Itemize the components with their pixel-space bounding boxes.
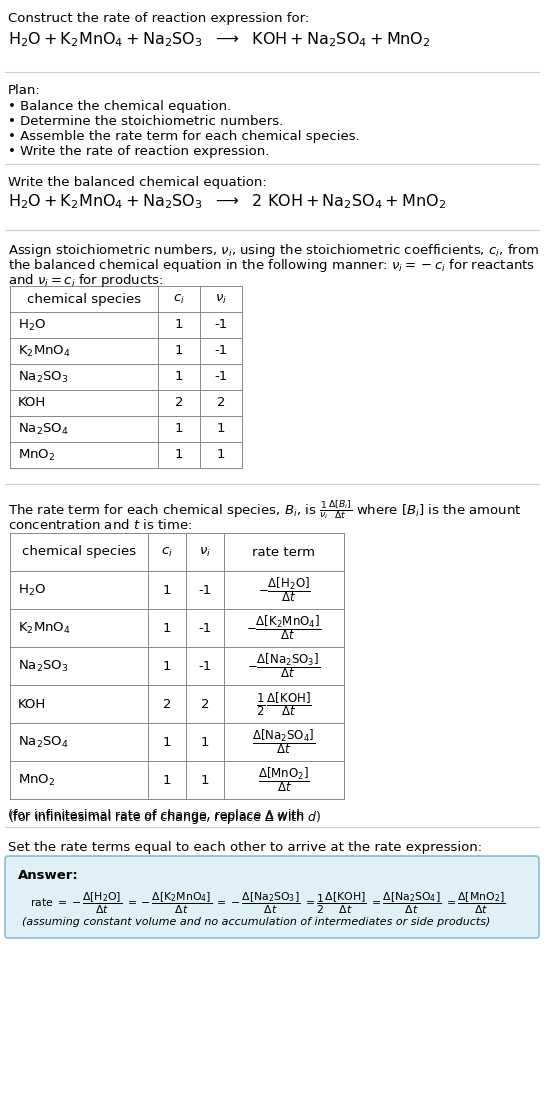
- Text: • Write the rate of reaction expression.: • Write the rate of reaction expression.: [8, 145, 269, 158]
- Text: 1: 1: [175, 318, 183, 331]
- Text: concentration and $t$ is time:: concentration and $t$ is time:: [8, 518, 192, 532]
- Text: 2: 2: [217, 397, 225, 409]
- Text: $-\dfrac{\Delta[\mathrm{H_2O}]}{\Delta t}$: $-\dfrac{\Delta[\mathrm{H_2O}]}{\Delta t…: [257, 576, 311, 605]
- Text: 1: 1: [175, 423, 183, 436]
- Text: -1: -1: [214, 345, 227, 357]
- Text: $c_i$: $c_i$: [173, 292, 185, 306]
- Text: 1: 1: [163, 774, 171, 786]
- Text: (for infinitesimal rate of change, replace $\Delta$ with $d$): (for infinitesimal rate of change, repla…: [8, 810, 321, 826]
- Text: 1: 1: [175, 345, 183, 357]
- Text: $\mathregular{H_2O + K_2MnO_4 + Na_2SO_3}$  $\longrightarrow$  $\mathregular{2\ : $\mathregular{H_2O + K_2MnO_4 + Na_2SO_3…: [8, 192, 446, 210]
- Text: $\dfrac{1}{2}\,\dfrac{\Delta[\mathrm{KOH}]}{\Delta t}$: $\dfrac{1}{2}\,\dfrac{\Delta[\mathrm{KOH…: [256, 691, 312, 718]
- Text: chemical species: chemical species: [22, 546, 136, 558]
- Text: rate $= -\dfrac{\Delta[\mathrm{H_2O}]}{\Delta t}$ $= -\dfrac{\Delta[\mathrm{K_2M: rate $= -\dfrac{\Delta[\mathrm{H_2O}]}{\…: [30, 891, 505, 916]
- Text: 2: 2: [201, 697, 209, 711]
- Text: and $\nu_i = c_i$ for products:: and $\nu_i = c_i$ for products:: [8, 272, 164, 289]
- Text: $\mathregular{K_2MnO_4}$: $\mathregular{K_2MnO_4}$: [18, 620, 71, 636]
- Text: $\mathregular{Na_2SO_3}$: $\mathregular{Na_2SO_3}$: [18, 658, 69, 674]
- Text: 2: 2: [163, 697, 171, 711]
- Text: Construct the rate of reaction expression for:: Construct the rate of reaction expressio…: [8, 12, 309, 24]
- Text: -1: -1: [214, 318, 227, 331]
- Text: 1: 1: [175, 370, 183, 384]
- Text: 1: 1: [201, 735, 209, 748]
- Text: Set the rate terms equal to each other to arrive at the rate expression:: Set the rate terms equal to each other t…: [8, 841, 482, 854]
- Text: $\mathregular{H_2O}$: $\mathregular{H_2O}$: [18, 583, 46, 597]
- Text: 2: 2: [175, 397, 183, 409]
- Text: $-\dfrac{\Delta[\mathrm{Na_2SO_3}]}{\Delta t}$: $-\dfrac{\Delta[\mathrm{Na_2SO_3}]}{\Del…: [248, 652, 320, 681]
- Text: 1: 1: [163, 735, 171, 748]
- Text: $\mathregular{MnO_2}$: $\mathregular{MnO_2}$: [18, 447, 55, 463]
- Text: $\mathregular{K_2MnO_4}$: $\mathregular{K_2MnO_4}$: [18, 344, 71, 358]
- Text: $\mathregular{H_2O}$: $\mathregular{H_2O}$: [18, 317, 46, 332]
- Text: 1: 1: [217, 448, 225, 461]
- Text: KOH: KOH: [18, 397, 46, 409]
- Text: $\nu_i$: $\nu_i$: [199, 546, 211, 558]
- Text: $c_i$: $c_i$: [161, 546, 173, 558]
- Text: rate term: rate term: [252, 546, 316, 558]
- Text: $\mathregular{Na_2SO_4}$: $\mathregular{Na_2SO_4}$: [18, 734, 69, 749]
- Text: (for infinitesimal rate of change, replace Δ with: (for infinitesimal rate of change, repla…: [8, 810, 308, 822]
- Text: Assign stoichiometric numbers, $\nu_i$, using the stoichiometric coefficients, $: Assign stoichiometric numbers, $\nu_i$, …: [8, 242, 539, 259]
- Text: 1: 1: [201, 774, 209, 786]
- Text: $\mathregular{H_2O + K_2MnO_4 + Na_2SO_3}$  $\longrightarrow$  $\mathregular{KOH: $\mathregular{H_2O + K_2MnO_4 + Na_2SO_3…: [8, 30, 431, 49]
- Text: 1: 1: [217, 423, 225, 436]
- Text: 1: 1: [163, 622, 171, 635]
- Text: • Balance the chemical equation.: • Balance the chemical equation.: [8, 100, 231, 113]
- Text: $\dfrac{\Delta[\mathrm{MnO_2}]}{\Delta t}$: $\dfrac{\Delta[\mathrm{MnO_2}]}{\Delta t…: [258, 765, 310, 794]
- Text: $-\dfrac{\Delta[\mathrm{K_2MnO_4}]}{\Delta t}$: $-\dfrac{\Delta[\mathrm{K_2MnO_4}]}{\Del…: [246, 614, 322, 643]
- FancyBboxPatch shape: [5, 856, 539, 939]
- Text: -1: -1: [199, 659, 212, 673]
- Text: The rate term for each chemical species, $B_i$, is $\frac{1}{\nu_i}\frac{\Delta[: The rate term for each chemical species,…: [8, 498, 522, 520]
- Text: $\mathregular{Na_2SO_4}$: $\mathregular{Na_2SO_4}$: [18, 421, 69, 437]
- Text: (assuming constant volume and no accumulation of intermediates or side products): (assuming constant volume and no accumul…: [22, 917, 490, 927]
- Text: the balanced chemical equation in the following manner: $\nu_i = -c_i$ for react: the balanced chemical equation in the fo…: [8, 257, 535, 274]
- Text: $\dfrac{\Delta[\mathrm{Na_2SO_4}]}{\Delta t}$: $\dfrac{\Delta[\mathrm{Na_2SO_4}]}{\Delt…: [252, 727, 316, 756]
- Text: $\nu_i$: $\nu_i$: [215, 292, 227, 306]
- Text: 1: 1: [175, 448, 183, 461]
- Text: -1: -1: [214, 370, 227, 384]
- Text: chemical species: chemical species: [27, 292, 141, 306]
- Text: Write the balanced chemical equation:: Write the balanced chemical equation:: [8, 176, 267, 189]
- Text: $\mathregular{MnO_2}$: $\mathregular{MnO_2}$: [18, 773, 55, 787]
- Text: -1: -1: [199, 622, 212, 635]
- Text: • Determine the stoichiometric numbers.: • Determine the stoichiometric numbers.: [8, 115, 283, 128]
- Text: Plan:: Plan:: [8, 85, 41, 97]
- Text: • Assemble the rate term for each chemical species.: • Assemble the rate term for each chemic…: [8, 130, 360, 143]
- Text: 1: 1: [163, 584, 171, 596]
- Text: $\mathregular{Na_2SO_3}$: $\mathregular{Na_2SO_3}$: [18, 369, 69, 385]
- Text: Answer:: Answer:: [18, 868, 79, 882]
- Text: KOH: KOH: [18, 697, 46, 711]
- Text: -1: -1: [199, 584, 212, 596]
- Text: 1: 1: [163, 659, 171, 673]
